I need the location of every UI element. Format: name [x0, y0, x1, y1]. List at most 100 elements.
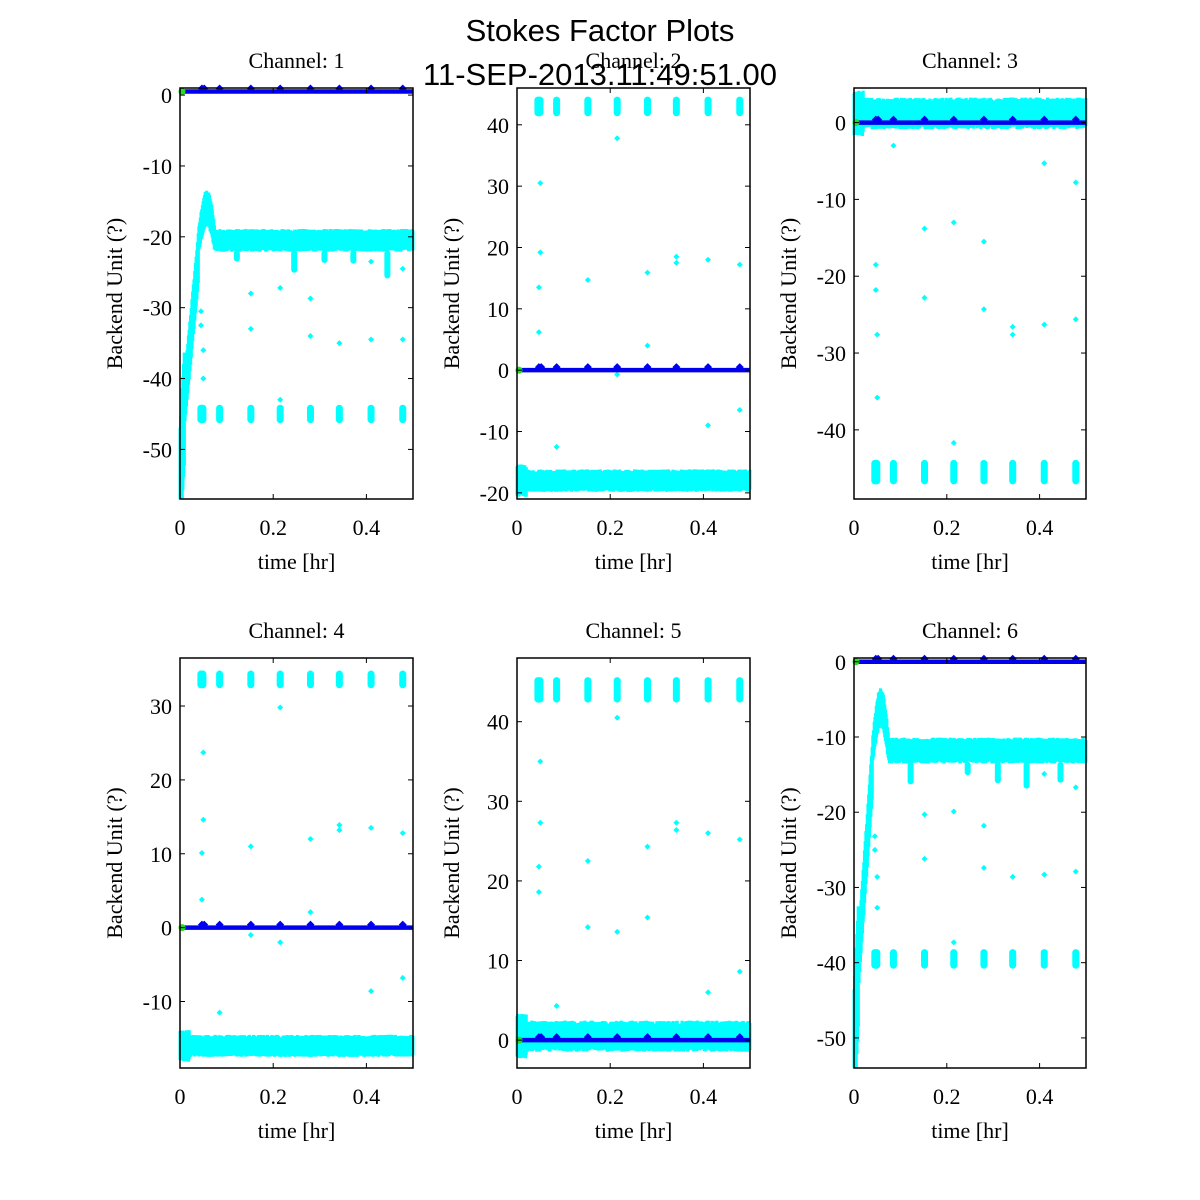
outlier-point: [537, 758, 544, 765]
subplot-title: Channel: 3: [922, 48, 1018, 73]
cyan-band-series: [178, 190, 415, 499]
blue-line-series: [515, 363, 750, 374]
outlier-point: [980, 864, 987, 871]
cluster-mark: [1009, 459, 1017, 485]
cyan-cluster-series: [871, 459, 1080, 485]
figure-title-line2: 11-SEP-2013.11:49:51.00: [423, 57, 777, 92]
outlier-point: [537, 249, 544, 256]
blue-marker: [1008, 115, 1017, 124]
y-tick-label: -10: [143, 990, 172, 1015]
cyan-outlier-series: [872, 142, 1079, 446]
outlier-point: [980, 306, 987, 313]
cluster-mark: [980, 949, 988, 969]
blue-marker: [583, 1033, 592, 1042]
outlier-point: [535, 889, 542, 896]
cyan-outlier-series: [871, 770, 1079, 946]
x-axis-label: time [hr]: [258, 549, 336, 574]
outlier-point: [736, 836, 743, 843]
cyan-cluster-series: [871, 949, 1080, 969]
blue-marker: [672, 363, 681, 372]
outlier-point: [535, 329, 542, 336]
blue-marker: [949, 654, 958, 663]
outlier-point: [705, 256, 712, 263]
outlier-point: [198, 850, 205, 857]
x-tick-label: 0: [512, 1084, 523, 1109]
cluster-mark: [1040, 459, 1048, 485]
x-tick-label: 0.2: [596, 515, 624, 540]
blue-marker: [1040, 654, 1049, 663]
y-axis-label: Backend Unit (?): [776, 787, 801, 939]
plot-area: [178, 84, 415, 499]
band-dip-mark: [994, 761, 1001, 784]
subplot-channel-1: 0 0.2 0.4 0 -10 -20 -30 -40 -50 Channel: 1 time [h…: [102, 48, 415, 574]
y-tick-label: -30: [817, 875, 846, 900]
y-tick-label: 30: [487, 174, 509, 199]
outlier-point: [336, 827, 343, 834]
outlier-point: [673, 253, 680, 260]
blue-marker: [643, 1033, 652, 1042]
x-tick-label: 0.2: [259, 1084, 287, 1109]
outlier-point: [368, 988, 375, 995]
blue-marker: [735, 363, 744, 372]
outlier-point: [198, 896, 205, 903]
outlier-point: [368, 258, 375, 265]
y-tick-label: -50: [143, 437, 172, 462]
outlier-point: [399, 265, 406, 272]
cluster-mark: [534, 677, 544, 703]
blue-marker: [583, 363, 592, 372]
blue-marker: [735, 1033, 744, 1042]
blue-marker: [537, 1033, 546, 1042]
blue-marker: [920, 115, 929, 124]
blue-marker: [1008, 654, 1017, 663]
y-tick-label: 0: [161, 83, 172, 108]
y-axis-label: Backend Unit (?): [439, 787, 464, 939]
blue-marker: [537, 363, 546, 372]
band-dip-mark: [384, 250, 391, 279]
cluster-mark: [216, 670, 224, 689]
cluster-mark: [197, 404, 207, 424]
outlier-point: [584, 858, 591, 865]
blue-marker: [613, 1033, 622, 1042]
blue-marker: [1071, 654, 1080, 663]
cluster-mark: [584, 96, 592, 117]
blue-marker: [552, 1033, 561, 1042]
outlier-point: [736, 261, 743, 268]
axes-box: [179, 87, 414, 500]
band-dip-mark: [350, 250, 357, 264]
y-tick-label: 0: [161, 916, 172, 941]
x-tick-label: 0.2: [933, 515, 961, 540]
outlier-point: [921, 225, 928, 232]
outlier-point: [1041, 871, 1048, 878]
cluster-mark: [276, 404, 284, 424]
cyan-band-series: [852, 688, 1088, 1068]
x-tick-label: 0.4: [690, 1084, 718, 1109]
y-tick-label: 10: [487, 949, 509, 974]
outlier-point: [673, 819, 680, 826]
outlier-point: [705, 422, 712, 429]
subplot-channel-4: 0 0.2 0.4 30 20 10 0 -10 Channel: 4 time [hr] Back…: [102, 618, 415, 1143]
band-dip-mark: [1057, 761, 1064, 783]
y-tick-label: -40: [817, 418, 846, 443]
outlier-point: [614, 714, 621, 721]
y-tick-label: -10: [480, 420, 509, 445]
y-tick-label: 30: [487, 789, 509, 814]
outlier-point: [874, 873, 881, 880]
x-axis-label: time [hr]: [595, 549, 673, 574]
x-tick-label: 0.4: [353, 515, 381, 540]
cyan-band-series: [852, 90, 1088, 137]
blue-marker: [306, 920, 315, 929]
outlier-point: [1009, 873, 1016, 880]
y-axis-label: Backend Unit (?): [102, 787, 127, 939]
y-tick-label: 10: [150, 842, 172, 867]
outlier-point: [980, 822, 987, 829]
outlier-point: [1009, 323, 1016, 330]
plot-area: [515, 677, 752, 1059]
cluster-mark: [980, 459, 988, 485]
outlier-point: [368, 336, 375, 343]
outlier-point: [537, 180, 544, 187]
plot-area: [178, 670, 415, 1062]
axes-box: [516, 87, 751, 500]
outlier-point: [871, 846, 878, 853]
blue-marker: [613, 363, 622, 372]
outlier-point: [614, 371, 621, 378]
